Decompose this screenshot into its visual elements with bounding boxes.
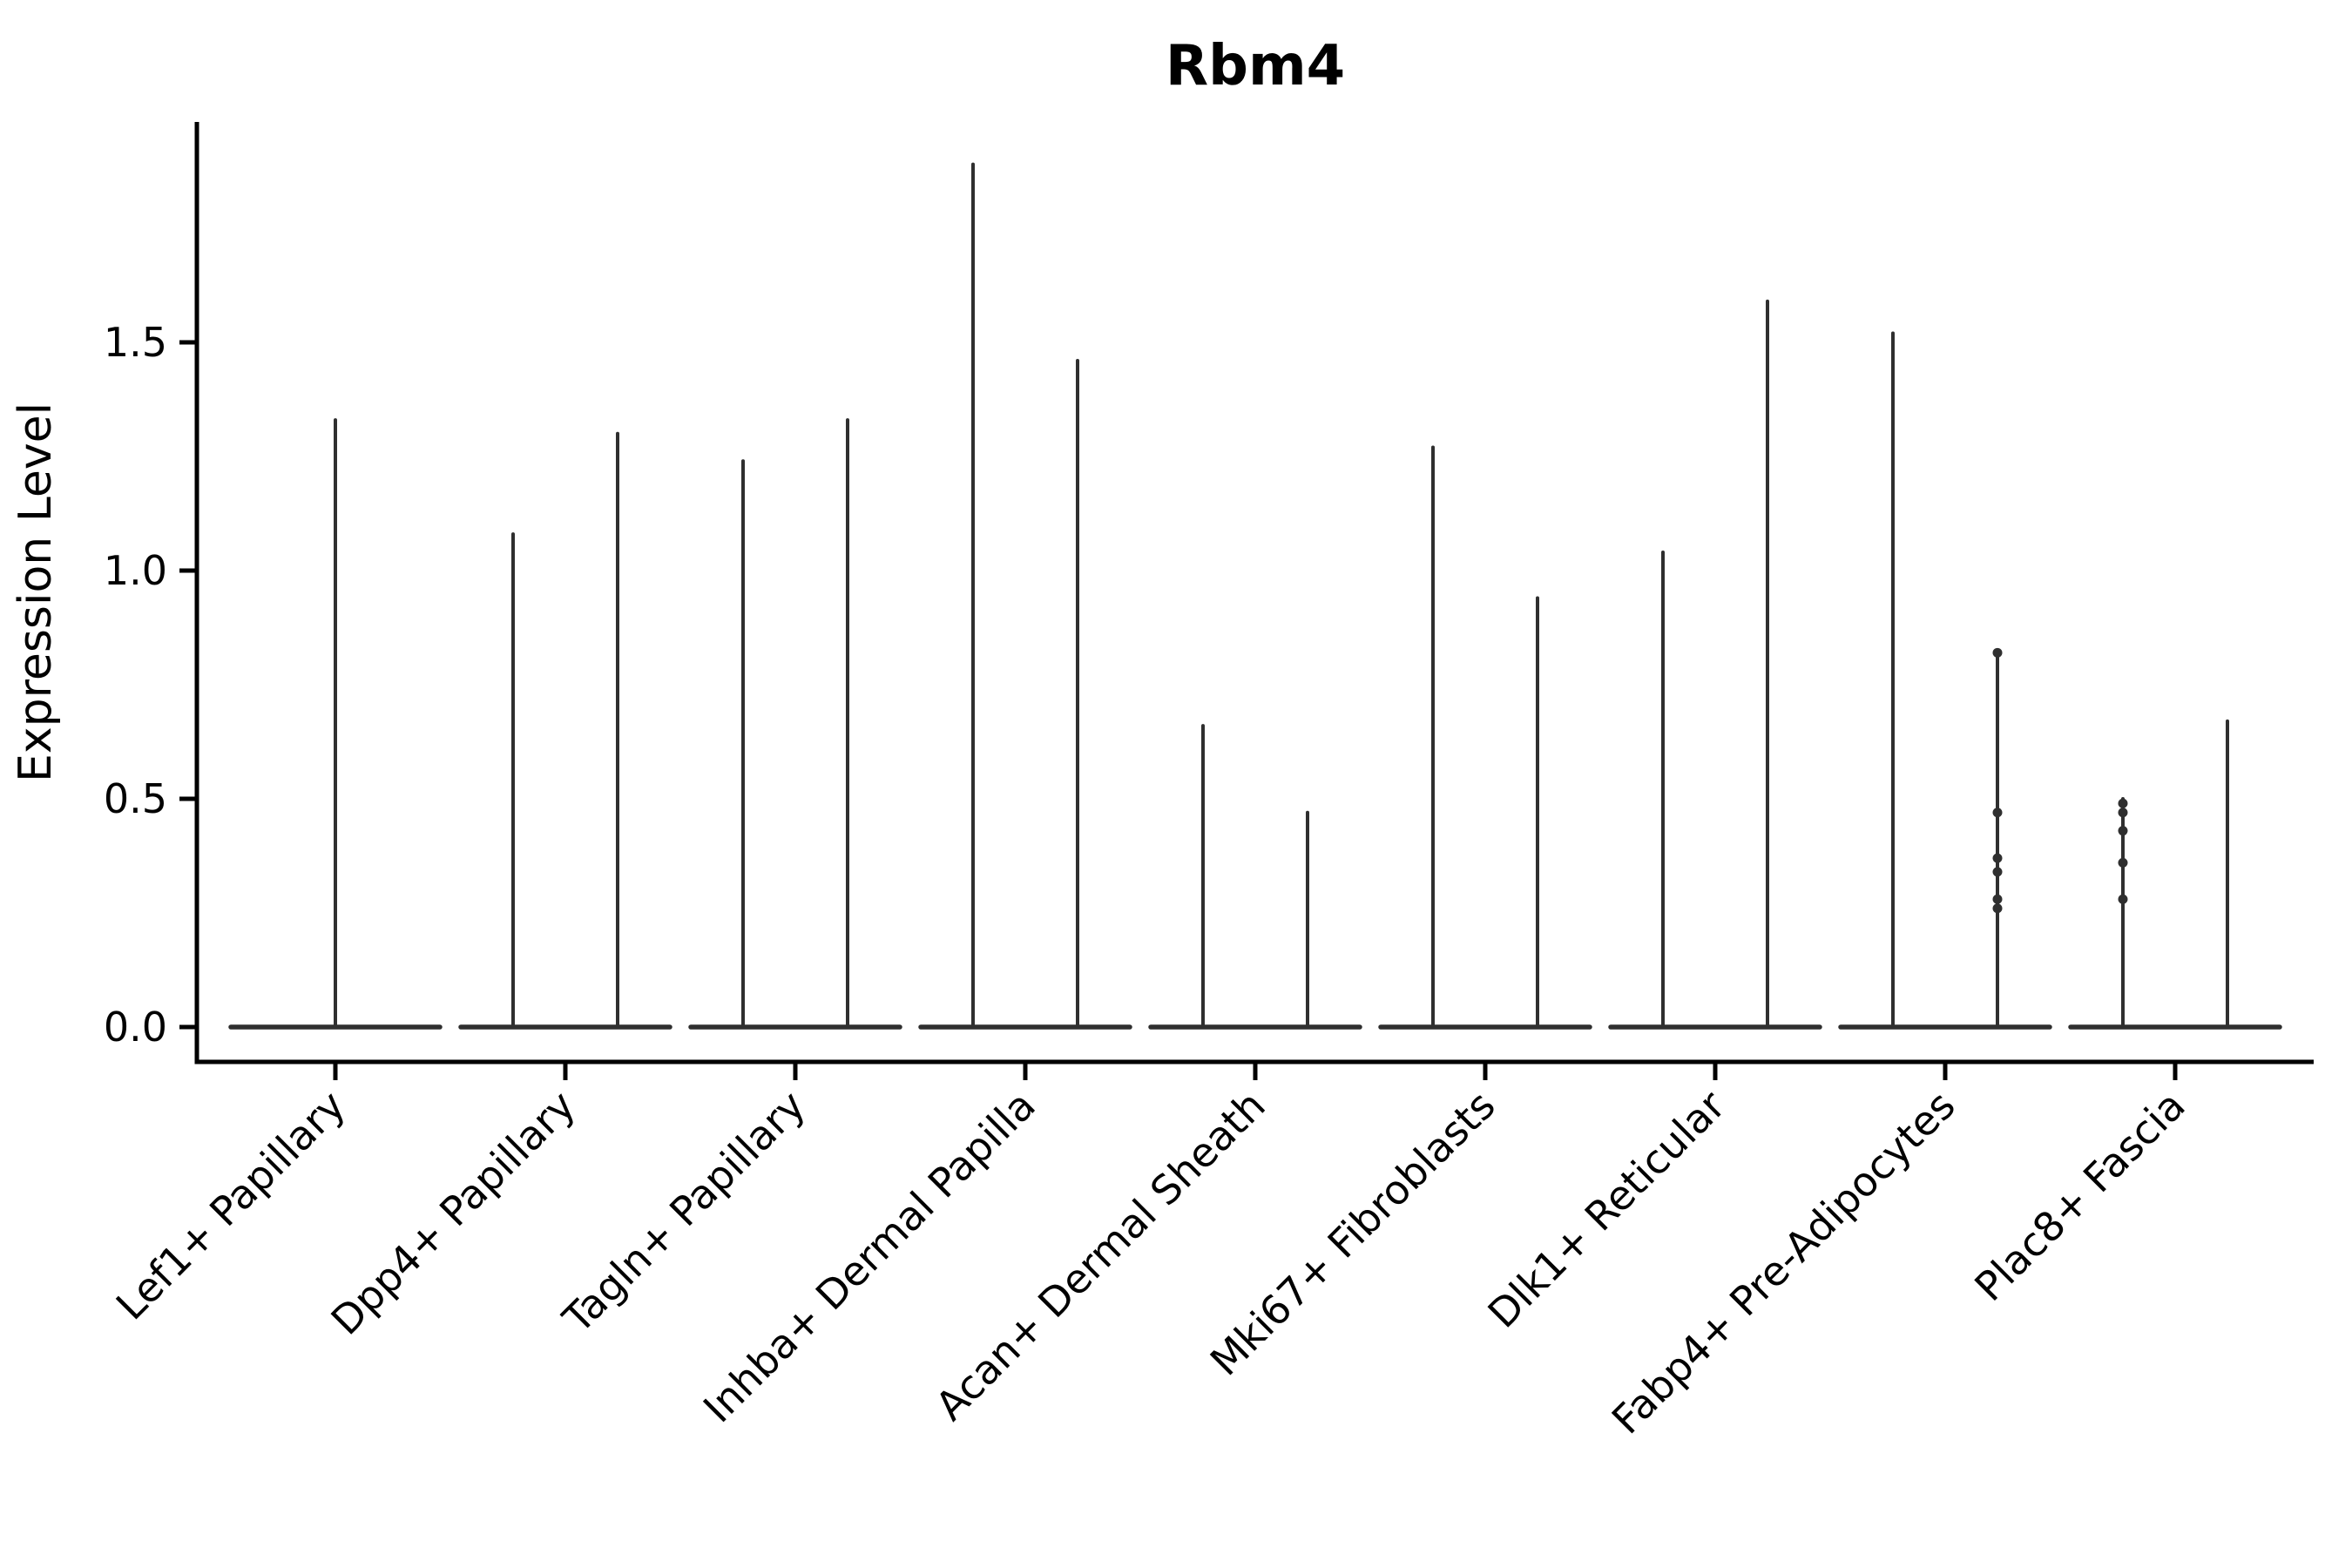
violin-category [688,418,902,1030]
x-tick-label: Tagln+ Papillary [553,1082,814,1343]
x-tick-label: Plac8+ Fascia [1965,1082,2193,1310]
y-tick-label: 0.5 [104,775,167,822]
violin-category [1838,331,2052,1030]
violin-category [918,162,1132,1030]
x-tick-label: Dlk1+ Reticular [1479,1082,1734,1337]
expression-point [1992,808,2003,818]
violin-category [1378,445,1592,1030]
expression-point [2118,808,2128,818]
expression-point [1992,853,2003,863]
chart-title: Rbm4 [1166,34,1345,98]
x-tick-label: Lef1+ Papillary [107,1082,355,1329]
violin-category [228,418,443,1030]
violin-category [2068,719,2282,1030]
expression-point [1992,647,2003,658]
expression-point [1992,894,2003,904]
violin-category [1148,724,1362,1030]
expression-point [2118,798,2128,808]
violin-category [458,431,672,1030]
expression-point [2118,894,2128,904]
x-tick-label: Dpp4+ Papillary [322,1082,585,1344]
y-axis-ticks-group: 0.0 0.5 1.0 1.5 [104,319,197,1051]
y-tick-label: 1.5 [104,319,167,366]
expression-point [1992,867,2003,877]
y-axis-label: Expression Level [10,402,62,782]
y-tick-label: 0.0 [104,1004,167,1051]
expression-point [2118,826,2128,836]
expression-point [2118,857,2128,868]
expression-point [1992,903,2003,914]
violins-group [228,162,2282,1030]
y-tick-label: 1.0 [104,547,167,594]
violin-category [1608,299,1822,1030]
